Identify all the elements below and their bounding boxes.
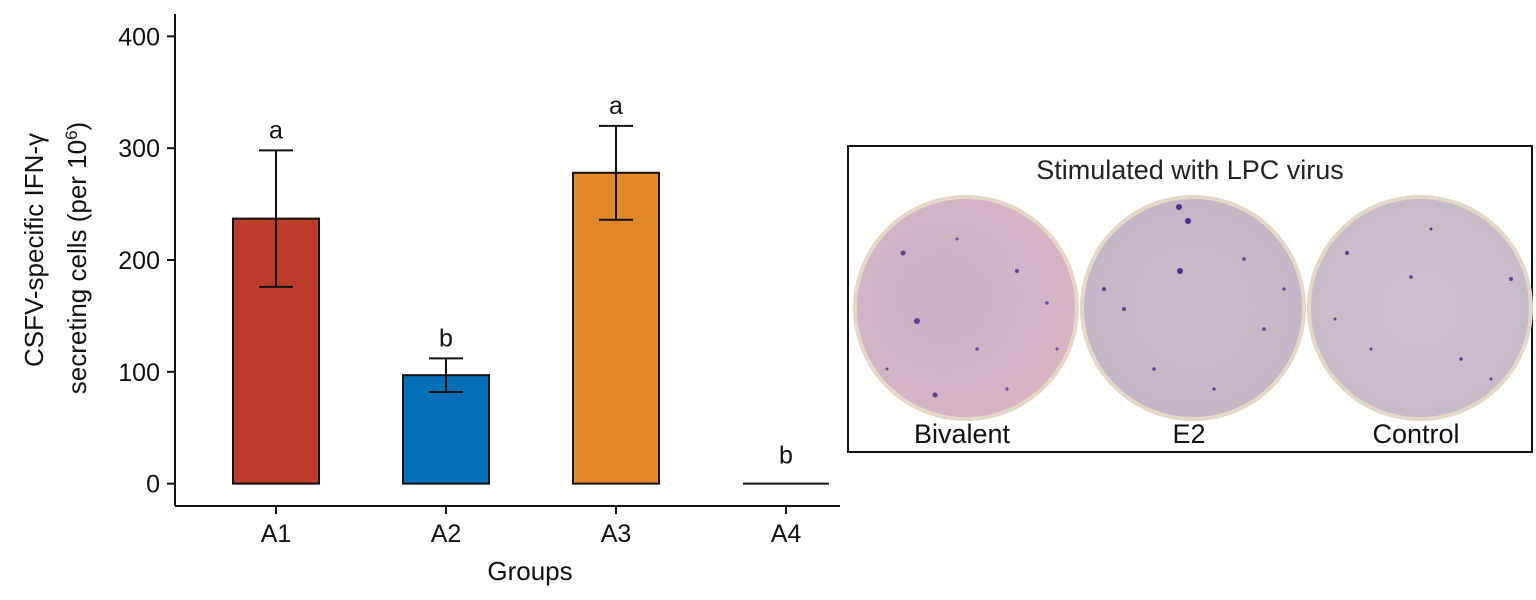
well-spots — [885, 237, 1059, 398]
significance-label: b — [439, 324, 453, 352]
y-axis-title-line1: CSFV-specific IFN-γ — [19, 133, 49, 367]
y-axis-title-sup: 6 — [62, 130, 81, 139]
error-bars — [259, 124, 633, 393]
well-bivalent — [853, 195, 1079, 421]
bar — [402, 374, 490, 485]
elispot-inset: Stimulated with LPC virus Bivalent E2 Co… — [847, 145, 1533, 453]
y-tick-label: 400 — [118, 23, 160, 51]
y-axis-title-main: secreting cells (per 10 — [62, 140, 92, 394]
bar-chart: 0 100 200 300 400 a b a b A1 A2 A3 A4 Groups CSFV-… — [19, 14, 840, 586]
y-tick-label: 100 — [118, 359, 160, 387]
well-e2 — [1080, 195, 1306, 421]
well-control — [1307, 195, 1533, 421]
significance-label: a — [269, 116, 283, 144]
inset-title: Stimulated with LPC virus — [1036, 155, 1344, 185]
y-ticks: 0 100 200 300 400 — [118, 23, 175, 499]
significance-labels: a b a b — [269, 92, 793, 470]
well-label-bivalent: Bivalent — [913, 419, 1011, 449]
well-spots — [1102, 204, 1286, 391]
x-ticks: A1 A2 A3 A4 — [261, 506, 802, 548]
significance-label: b — [779, 442, 793, 470]
bars — [232, 171, 829, 485]
y-tick-label: 200 — [118, 247, 160, 275]
y-axis-title-line2: secreting cells (per 106) — [62, 122, 93, 394]
x-tick-label: A4 — [771, 520, 802, 548]
well-spots — [1333, 227, 1513, 381]
x-tick-label: A1 — [261, 520, 292, 548]
y-tick-label: 300 — [118, 135, 160, 163]
bar — [572, 171, 660, 485]
x-tick-label: A2 — [431, 520, 462, 548]
significance-label: a — [609, 92, 623, 120]
well-label-control: Control — [1372, 419, 1460, 449]
x-tick-label: A3 — [601, 520, 632, 548]
x-axis-title: Groups — [487, 556, 572, 586]
well-label-e2: E2 — [1172, 419, 1206, 449]
y-axis-title-end: ) — [62, 122, 92, 131]
y-tick-label: 0 — [146, 471, 160, 499]
